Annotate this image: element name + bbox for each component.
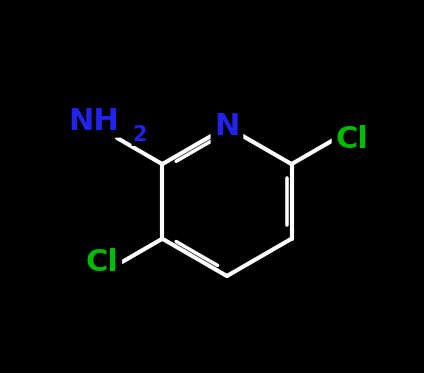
Text: 2: 2 bbox=[132, 125, 147, 145]
Text: N: N bbox=[214, 112, 240, 141]
Text: Cl: Cl bbox=[335, 125, 368, 154]
Text: Cl: Cl bbox=[86, 248, 118, 278]
Text: NH: NH bbox=[68, 107, 119, 136]
